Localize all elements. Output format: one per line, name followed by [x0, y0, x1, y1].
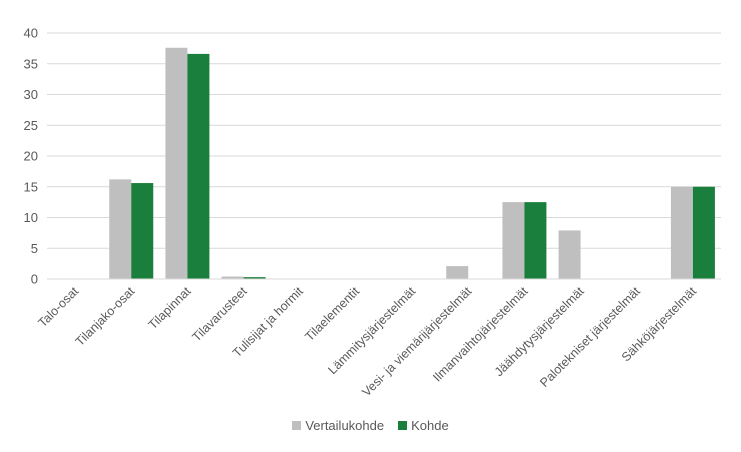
bar-vertailukohde-3 [221, 276, 244, 279]
y-tick-label: 35 [24, 56, 38, 71]
legend-label-kohde: Kohde [411, 418, 449, 433]
gridlines [47, 32, 721, 249]
bar-vertailukohde-9 [558, 230, 581, 279]
bar-vertailukohde-8 [502, 202, 525, 279]
x-category-label: Palotekniset järjestelmät [537, 284, 643, 390]
legend-item-kohde: Kohde [398, 418, 449, 433]
y-tick-label: 25 [24, 118, 38, 133]
y-tick-label: 5 [31, 241, 38, 256]
bar-vertailukohde-1 [109, 179, 132, 279]
legend: Vertailukohde Kohde [0, 418, 741, 433]
y-tick-label: 20 [24, 149, 38, 164]
x-category-label: Ilmanvaihtojärjestelmät [430, 284, 531, 385]
y-tick-label: 40 [24, 26, 38, 41]
bar-kohde-3 [243, 277, 266, 279]
y-tick-label: 0 [31, 272, 38, 287]
y-axis-tick-labels: 0 5 10 15 20 25 30 35 40 [24, 26, 38, 287]
bar-vertailukohde-7 [446, 266, 469, 279]
legend-label-vertailukohde: Vertailukohde [305, 418, 385, 433]
y-tick-label: 15 [24, 179, 38, 194]
bar-kohde-2 [187, 53, 210, 279]
x-category-label: Tilaelementit [302, 284, 362, 344]
bar-vertailukohde-2 [165, 47, 188, 280]
bar-vertailukohde-11 [670, 186, 693, 279]
x-category-label: Tilavarusteet [190, 284, 251, 345]
x-category-label: Tilapinnat [146, 284, 194, 332]
x-category-label: Vesi- ja viemärijärjestelmät [359, 284, 474, 399]
x-category-label: Talo-osat [35, 284, 81, 330]
bar-kohde-1 [131, 183, 154, 279]
bar-kohde-11 [692, 186, 715, 279]
legend-item-vertailukohde: Vertailukohde [292, 418, 384, 433]
legend-swatch-vertailukohde [292, 421, 302, 430]
legend-swatch-kohde [398, 421, 408, 430]
y-tick-label: 30 [24, 87, 38, 102]
bar-kohde-8 [524, 202, 547, 279]
bars [109, 47, 715, 280]
x-category-label: Tilanjako-osat [73, 284, 138, 349]
y-tick-label: 10 [24, 210, 38, 225]
